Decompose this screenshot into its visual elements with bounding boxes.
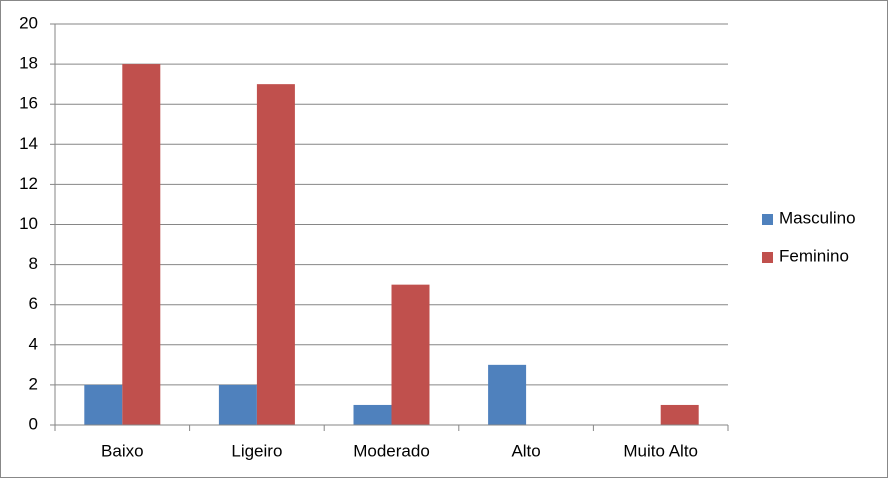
x-tick-label: Ligeiro (231, 441, 282, 460)
legend-label: Masculino (779, 208, 856, 227)
legend-swatch (762, 252, 773, 263)
y-tick-label: 4 (29, 334, 38, 353)
y-tick-label: 10 (19, 214, 38, 233)
x-tick-label: Alto (511, 441, 540, 460)
bar (488, 364, 527, 425)
y-tick-label: 18 (19, 54, 38, 73)
legend-swatch (762, 214, 773, 225)
y-tick-label: 8 (29, 254, 38, 273)
y-tick-label: 0 (29, 414, 38, 433)
y-tick-label: 14 (19, 134, 38, 153)
bar (84, 384, 123, 425)
y-tick-label: 16 (19, 94, 38, 113)
bar (353, 404, 392, 425)
y-tick-label: 12 (19, 174, 38, 193)
x-tick-label: Baixo (101, 441, 144, 460)
bar (391, 284, 430, 425)
x-tick-label: Muito Alto (623, 441, 698, 460)
bar (256, 84, 295, 426)
x-tick-label: Moderado (353, 441, 430, 460)
bar (122, 64, 161, 425)
bar (660, 404, 699, 425)
y-tick-label: 6 (29, 294, 38, 313)
legend-label: Feminino (779, 246, 849, 265)
y-tick-label: 2 (29, 374, 38, 393)
y-tick-label: 20 (19, 13, 38, 32)
bar (218, 384, 257, 425)
